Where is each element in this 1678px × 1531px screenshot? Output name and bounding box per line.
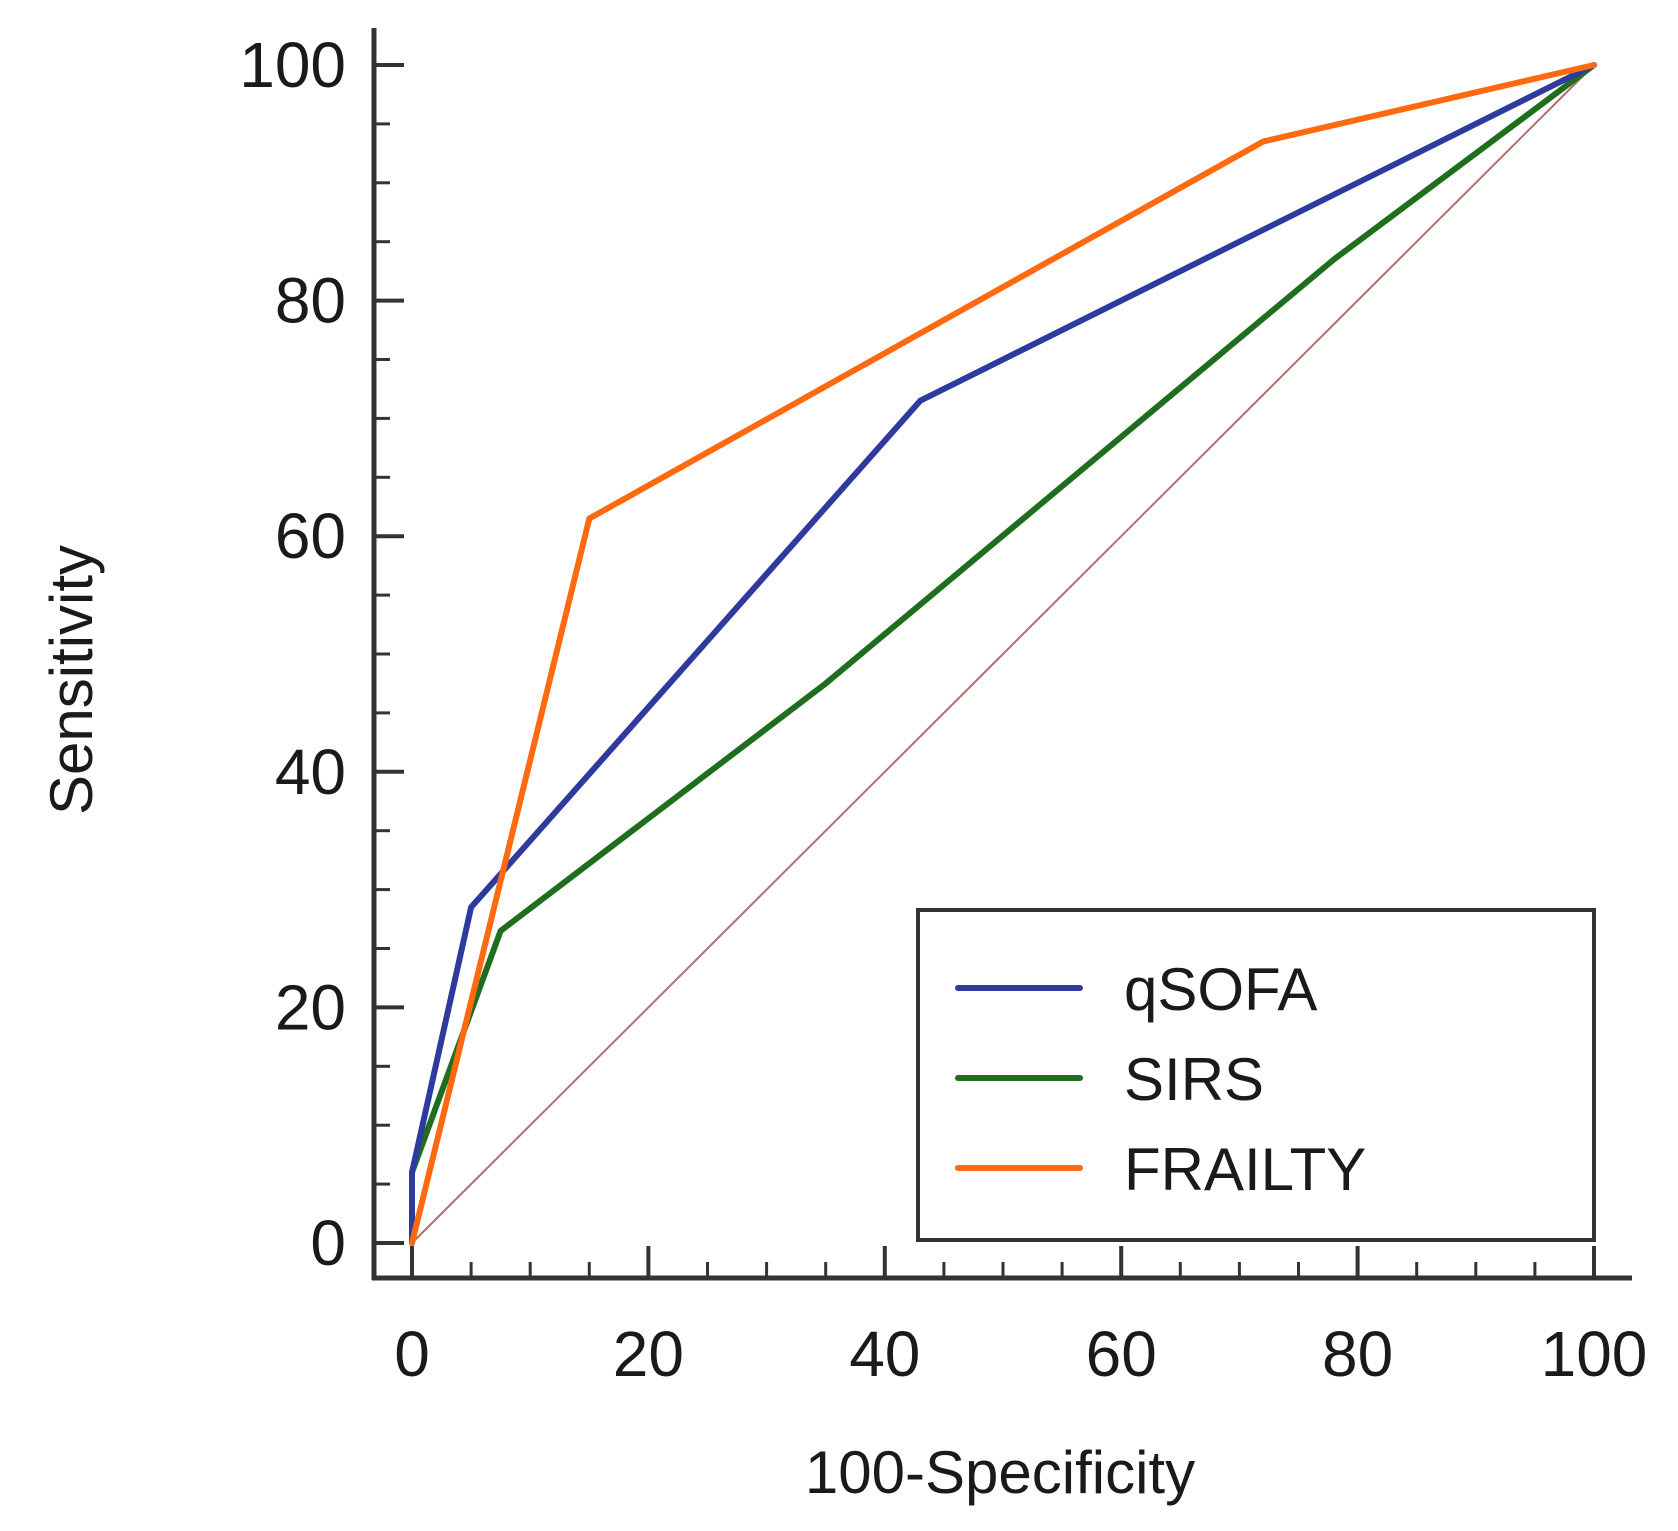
reference-line-layer bbox=[411, 64, 1595, 1244]
x-tick-label: 100 bbox=[1541, 1318, 1648, 1390]
series-line-qsofa bbox=[409, 62, 1597, 1246]
y-tick-label: 40 bbox=[275, 736, 346, 808]
y-tick-label: 100 bbox=[239, 29, 346, 101]
series-layer bbox=[409, 62, 1597, 1246]
x-tick-label: 60 bbox=[1086, 1318, 1157, 1390]
x-tick-label: 80 bbox=[1322, 1318, 1393, 1390]
x-tick-label: 40 bbox=[849, 1318, 920, 1390]
y-tick-label: 80 bbox=[275, 265, 346, 337]
legend-label-sirs: SIRS bbox=[1124, 1046, 1264, 1113]
series-line-frailty bbox=[409, 62, 1597, 1246]
y-tick-label: 20 bbox=[275, 971, 346, 1043]
tick-labels: 0 20 40 60 80 100 0 20 40 60 80 100 bbox=[239, 29, 1647, 1390]
x-tick-label: 20 bbox=[613, 1318, 684, 1390]
legend-label-frailty: FRAILTY bbox=[1124, 1136, 1366, 1203]
y-tick-label: 0 bbox=[310, 1207, 346, 1279]
axes bbox=[371, 28, 1632, 1281]
y-axis-title: Sensitivity bbox=[38, 545, 105, 815]
legend: qSOFA SIRS FRAILTY bbox=[916, 908, 1596, 1242]
x-axis-title: 100-Specificity bbox=[805, 1439, 1195, 1506]
y-tick-label: 60 bbox=[275, 500, 346, 572]
x-tick-label: 0 bbox=[394, 1318, 430, 1390]
legend-label-qsofa: qSOFA bbox=[1124, 956, 1317, 1023]
reference-diagonal-line bbox=[411, 64, 1595, 1244]
